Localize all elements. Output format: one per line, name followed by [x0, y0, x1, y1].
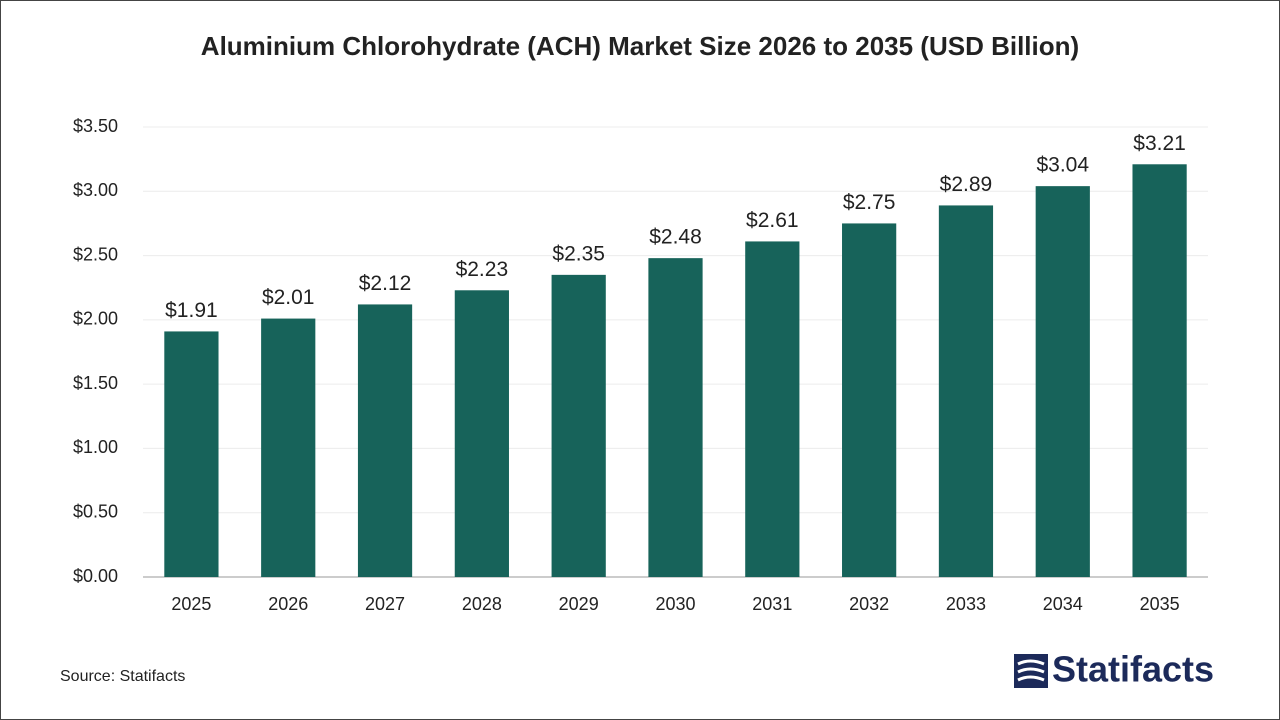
x-tick-label: 2030 [655, 594, 695, 614]
x-tick-label: 2032 [849, 594, 889, 614]
bar [1132, 164, 1187, 578]
y-tick-label: $0.50 [73, 501, 118, 521]
value-label: $2.75 [843, 191, 896, 214]
value-label: $2.35 [552, 242, 605, 265]
y-tick-label: $2.50 [73, 244, 118, 264]
value-label: $2.01 [262, 286, 315, 309]
y-tick-label: $2.00 [73, 309, 118, 329]
bar [164, 331, 219, 577]
logo-text: Statifacts [1052, 649, 1214, 690]
source: Source: Statifacts [60, 668, 185, 685]
chart-title: Aluminium Chlorohydrate (ACH) Market Siz… [201, 31, 1079, 61]
value-label: $3.21 [1133, 132, 1186, 155]
bar [357, 304, 413, 577]
x-tick-label: 2034 [1043, 594, 1083, 614]
x-tick-label: 2031 [752, 594, 792, 614]
value-label: $1.91 [165, 299, 218, 322]
x-tick-label: 2026 [268, 594, 308, 614]
y-tick-label: $3.00 [73, 180, 118, 200]
value-label: $2.12 [359, 272, 412, 295]
bar [745, 241, 800, 577]
x-tick-label: 2035 [1140, 594, 1180, 614]
value-label: $2.48 [649, 226, 702, 249]
logo: Statifacts [1014, 649, 1214, 690]
y-tick-label: $1.50 [73, 373, 118, 393]
bar [261, 318, 316, 577]
bar [454, 290, 509, 577]
y-tick-label: $0.00 [73, 566, 118, 586]
bar [551, 274, 606, 577]
x-tick-label: 2033 [946, 594, 986, 614]
value-label: $3.04 [1036, 154, 1089, 177]
logo-stripes [1017, 659, 1045, 682]
x-tick-label: 2027 [365, 594, 405, 614]
x-tick-label: 2028 [462, 594, 502, 614]
bar [938, 205, 994, 577]
value-label: $2.23 [456, 258, 509, 281]
value-label: $2.61 [746, 209, 799, 232]
x-tick-label: 2025 [171, 594, 211, 614]
value-label: $2.89 [940, 173, 993, 196]
bar [1035, 186, 1090, 577]
y-tick-label: $3.50 [73, 116, 118, 136]
bar [648, 258, 703, 577]
y-tick-label: $1.00 [73, 437, 118, 457]
x-tick-label: 2029 [559, 594, 599, 614]
bar [842, 223, 897, 577]
